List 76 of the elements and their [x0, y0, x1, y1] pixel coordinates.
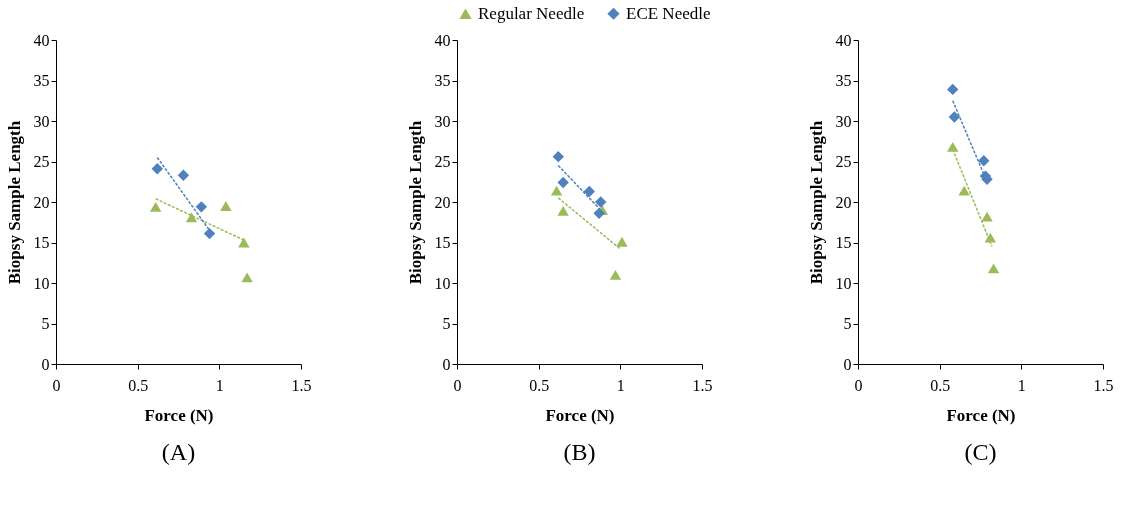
y-tick-label: 10: [434, 274, 451, 292]
y-tick-label: 10: [33, 274, 50, 292]
x-tick-label: 1: [215, 376, 224, 394]
point: [595, 196, 607, 208]
y-tick-label: 30: [835, 112, 852, 130]
legend-label: ECE Needle: [626, 3, 711, 23]
y-tick-label: 25: [835, 153, 852, 170]
point: [220, 201, 232, 211]
x-axis-title: Force (N): [144, 405, 214, 425]
x-tick-label: 0: [854, 376, 863, 394]
y-tick-label: 0: [843, 355, 852, 373]
x-tick-label: 0: [52, 376, 61, 394]
y-axis-title: Biopsy Sample Length: [806, 120, 826, 285]
y-tick-label: 5: [843, 315, 852, 332]
x-tick-label: 0.5: [529, 376, 550, 394]
point: [948, 111, 961, 123]
y-tick-label: 20: [33, 193, 50, 211]
point: [177, 169, 190, 181]
point: [557, 205, 569, 216]
y-tick-label: 30: [434, 112, 451, 130]
y-tick-label: 15: [835, 234, 852, 251]
y-tick-label: 15: [33, 234, 50, 251]
y-tick-label: 10: [835, 274, 852, 292]
point: [550, 185, 563, 196]
y-tick-label: 5: [442, 315, 451, 332]
point: [151, 163, 163, 175]
y-tick-label: 0: [41, 355, 50, 373]
point: [947, 141, 959, 152]
x-axis-title: Force (N): [946, 405, 1016, 425]
y-tick-label: 40: [434, 31, 451, 49]
point: [238, 237, 250, 248]
text: (C): [964, 439, 997, 465]
point: [557, 176, 569, 189]
y-axis-title: Biopsy Sample Length: [4, 120, 24, 285]
point: [987, 263, 1000, 274]
point: [241, 272, 253, 283]
x-axis-title: Force (N): [545, 405, 615, 425]
y-tick-label: 25: [434, 153, 451, 170]
x-tick-label: 0.5: [128, 376, 149, 394]
y-tick-label: 40: [33, 31, 50, 49]
legend-label: Regular Needle: [478, 3, 585, 23]
y-tick-label: 20: [835, 193, 852, 211]
point: [958, 185, 970, 196]
point: [149, 201, 162, 212]
y-tick-label: 5: [41, 315, 50, 332]
point: [203, 227, 216, 240]
point: [978, 154, 990, 167]
y-tick-label: 35: [33, 72, 50, 89]
point: [609, 269, 622, 280]
y-tick-label: 30: [33, 112, 50, 130]
x-tick-label: 1.5: [291, 376, 312, 394]
y-tick-label: 25: [33, 153, 50, 170]
point: [593, 207, 605, 220]
y-axis-title: Biopsy Sample Length: [405, 120, 425, 285]
point: [195, 201, 208, 213]
y-tick-label: 35: [434, 72, 451, 89]
x-tick-label: 1: [1017, 376, 1026, 394]
x-tick-label: 0.5: [930, 376, 951, 394]
y-tick-label: 35: [835, 72, 852, 89]
text: (B): [563, 439, 596, 465]
point: [552, 150, 564, 163]
y-tick-label: 40: [835, 31, 852, 49]
x-tick-label: 0: [453, 376, 462, 394]
point: [947, 83, 959, 96]
y-tick-label: 0: [442, 355, 451, 373]
x-tick-label: 1: [616, 376, 625, 394]
point: [984, 232, 996, 243]
x-tick-label: 1.5: [692, 376, 713, 394]
y-tick-label: 20: [434, 193, 451, 211]
text: (A): [161, 439, 196, 465]
point: [616, 236, 628, 247]
point: [981, 211, 993, 222]
x-tick-label: 1.5: [1093, 376, 1114, 394]
point: [185, 212, 198, 223]
point: [583, 185, 595, 198]
y-tick-label: 15: [434, 234, 451, 251]
